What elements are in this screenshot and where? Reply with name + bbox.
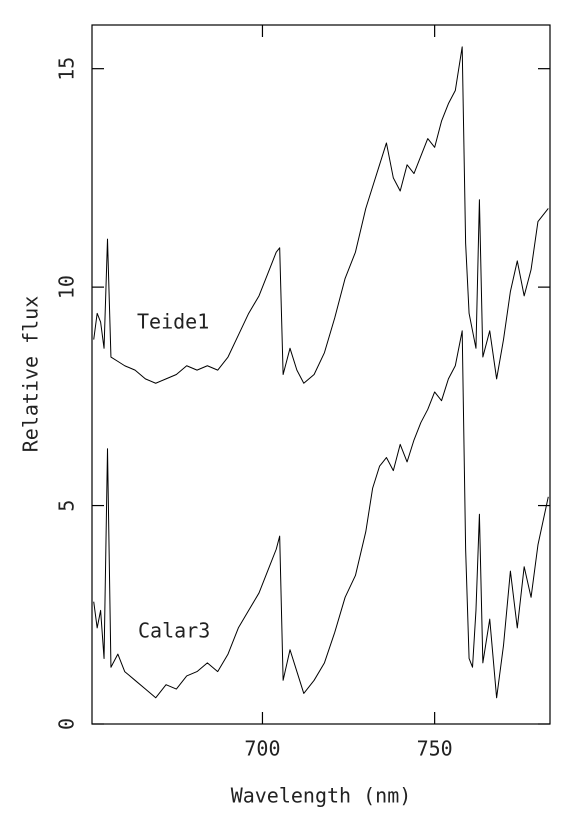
x-tick-label: 750 [417,737,453,761]
y-axis-label: Relative flux [19,296,43,453]
x-tick-label: 700 [244,737,280,761]
y-tick-label: 0 [55,718,79,730]
y-tick-label: 15 [55,57,79,81]
annotation: Teide1 [137,310,209,334]
plot-frame [91,24,551,725]
y-tick-label: 10 [55,275,79,299]
x-axis-label: Wavelength (nm) [231,784,412,808]
annotation: Calar3 [138,619,210,643]
spectrum-line [93,46,549,384]
y-tick-label: 5 [55,500,79,512]
spectrum-line [93,330,549,699]
